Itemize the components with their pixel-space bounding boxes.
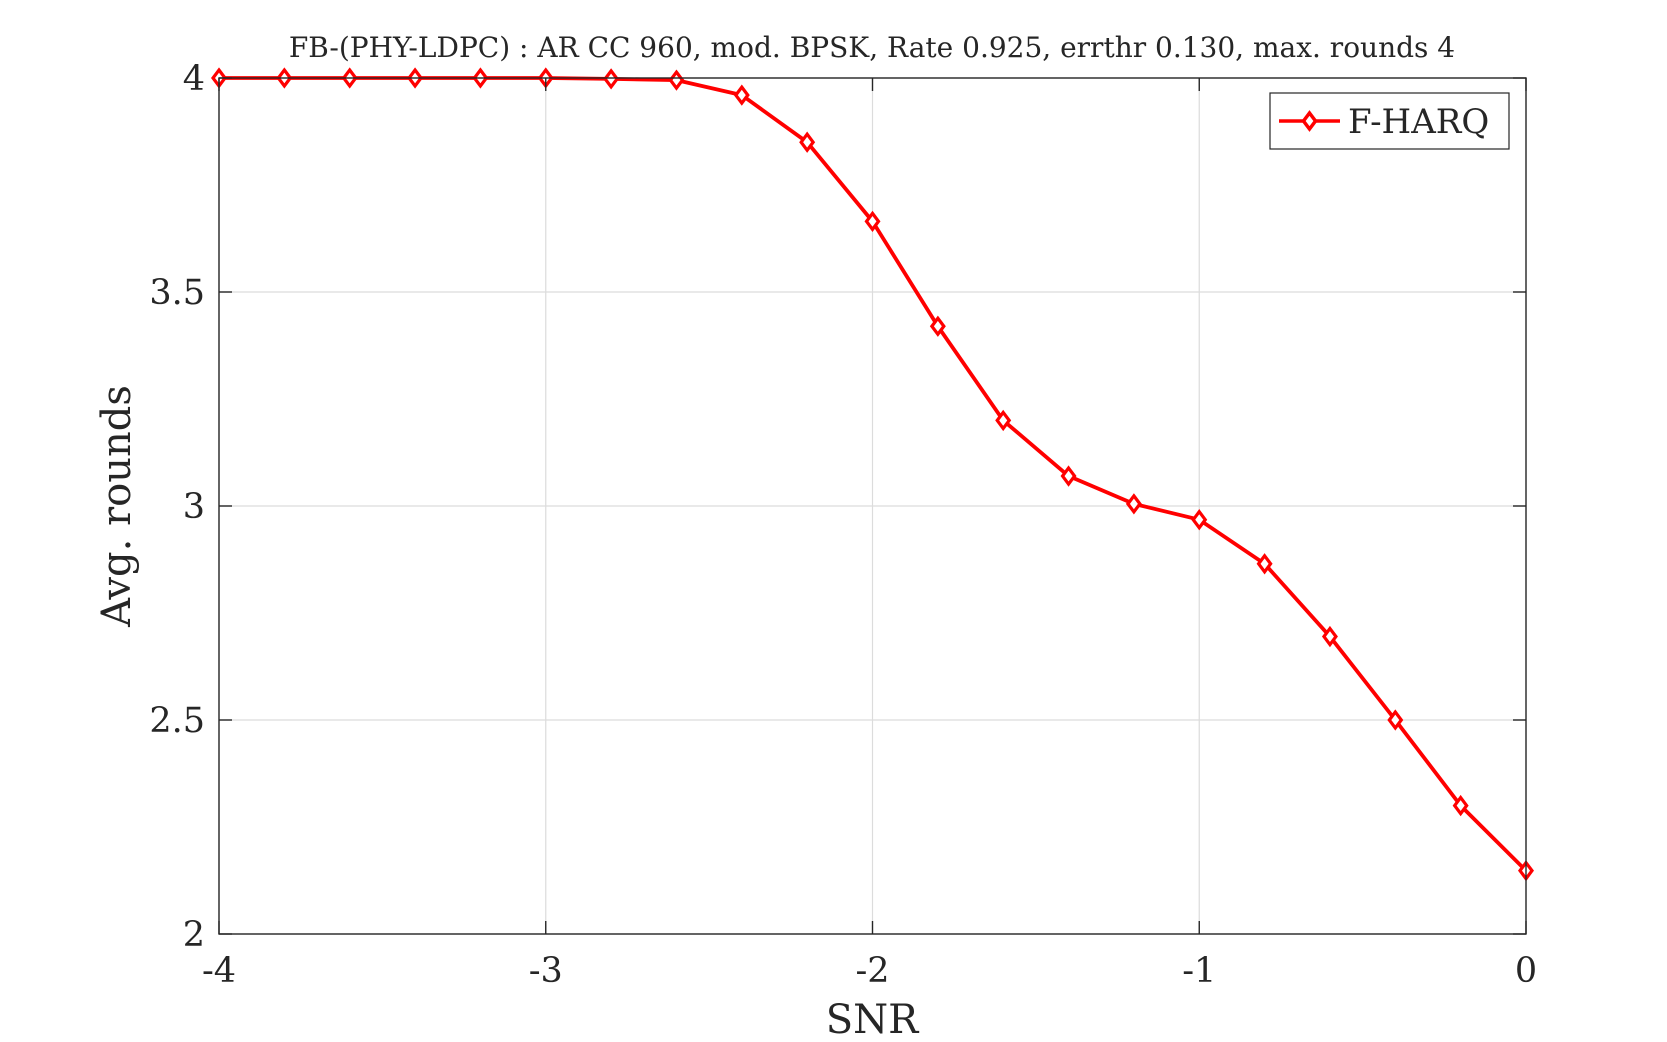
data-point bbox=[733, 84, 750, 106]
y-axis-label: Avg. rounds bbox=[94, 385, 140, 628]
chart-title: FB-(PHY-LDPC) : AR CC 960, mod. BPSK, Ra… bbox=[289, 31, 1455, 64]
legend-diamond-marker bbox=[1301, 110, 1318, 132]
data-point bbox=[1387, 709, 1404, 731]
data-point bbox=[1125, 493, 1142, 515]
data-point bbox=[1256, 553, 1273, 575]
y-tick-label: 3 bbox=[183, 487, 205, 527]
x-axis-label: SNR bbox=[826, 997, 920, 1042]
data-point bbox=[1060, 465, 1077, 487]
y-tick-label: 2.5 bbox=[149, 701, 205, 741]
x-tick-label: -3 bbox=[529, 951, 563, 991]
legend: F-HARQ bbox=[1269, 92, 1510, 150]
data-point bbox=[864, 210, 881, 233]
x-tick-label: -2 bbox=[855, 951, 889, 991]
data-point bbox=[1321, 625, 1338, 648]
y-tick-labels: 2 2.5 3 3.5 4 bbox=[149, 59, 205, 955]
x-tick-label: -4 bbox=[202, 951, 236, 991]
y-tick-label: 2 bbox=[183, 915, 205, 955]
tick-marks bbox=[218, 77, 1527, 935]
legend-label: F-HARQ bbox=[1348, 102, 1489, 142]
data-point bbox=[995, 409, 1012, 432]
data-point bbox=[1452, 794, 1469, 817]
x-tick-labels: -4 -3 -2 -1 0 bbox=[202, 951, 1537, 991]
y-tick-label: 4 bbox=[183, 59, 205, 99]
y-tick-label: 3.5 bbox=[149, 273, 205, 313]
data-point bbox=[603, 68, 620, 90]
data-point bbox=[1191, 509, 1208, 531]
data-point bbox=[929, 315, 946, 337]
x-tick-label: -1 bbox=[1182, 951, 1216, 991]
x-tick-label: 0 bbox=[1515, 951, 1537, 991]
data-point bbox=[799, 131, 816, 153]
